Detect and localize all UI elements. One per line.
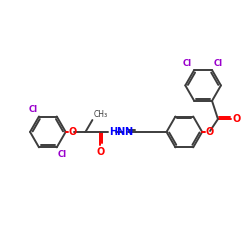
- Text: O: O: [96, 147, 104, 157]
- Text: Cl: Cl: [183, 59, 192, 68]
- Text: Cl: Cl: [58, 150, 67, 159]
- Text: Cl: Cl: [214, 59, 223, 68]
- Text: CH₃: CH₃: [93, 110, 108, 119]
- Text: N: N: [124, 127, 132, 137]
- Text: HN: HN: [109, 127, 126, 137]
- Text: O: O: [205, 127, 213, 137]
- Text: O: O: [233, 114, 241, 124]
- Text: Cl: Cl: [29, 104, 38, 114]
- Text: O: O: [69, 127, 77, 137]
